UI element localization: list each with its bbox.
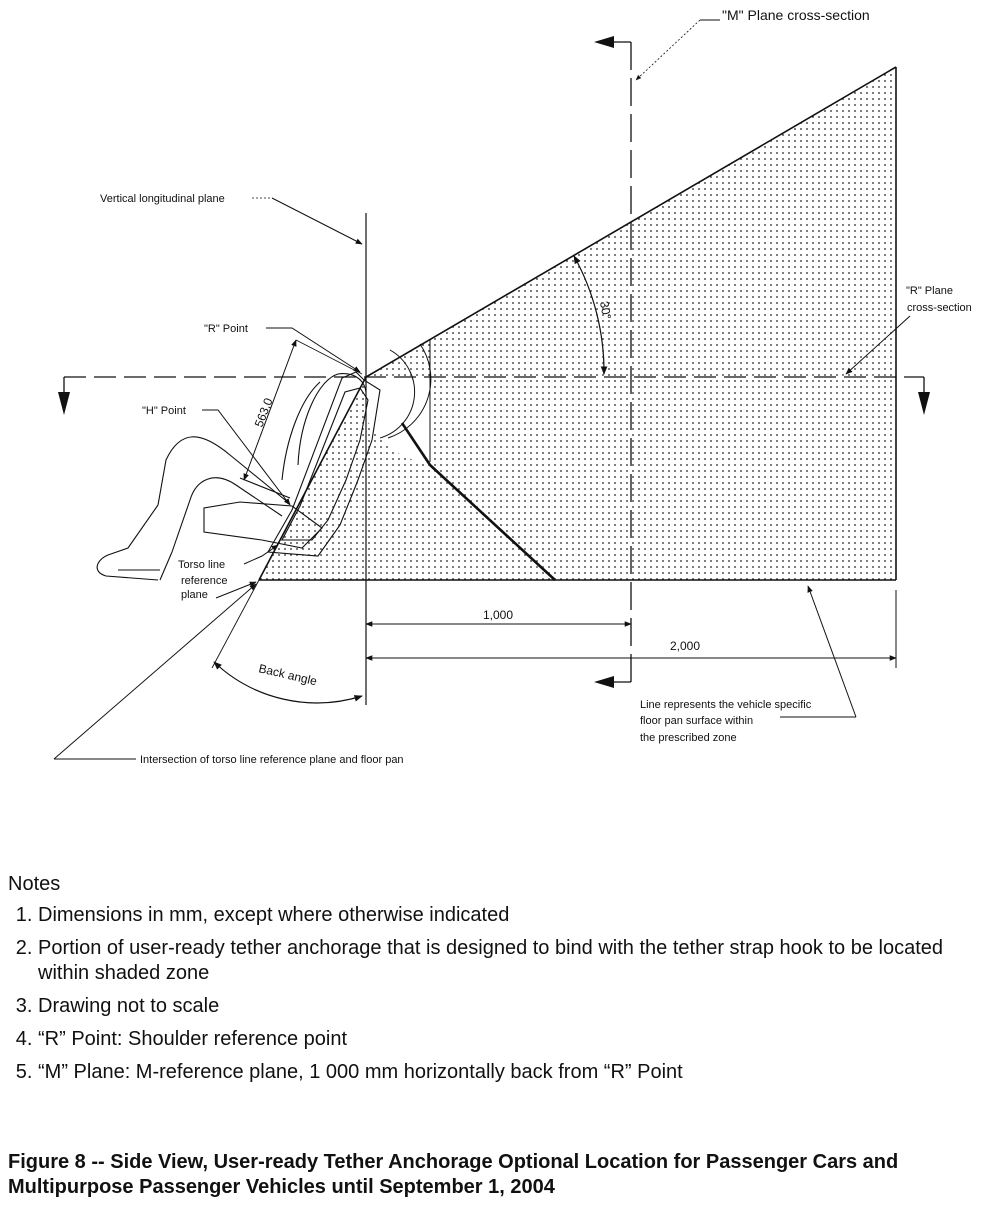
r-plane-dashed-line [58,376,930,415]
figure-caption: Figure 8 -- Side View, User-ready Tether… [8,1151,899,1199]
notes-section: Notes Dimensions in mm, except where oth… [8,872,983,1093]
torso-label-line3: plane [181,589,208,601]
note-item: Dimensions in mm, except where otherwise… [38,903,983,928]
back-angle-arc [211,579,363,704]
m-plane-leader [635,19,720,81]
note-item: “M” Plane: M-reference plane, 1 000 mm h… [38,1060,983,1085]
note-item: Portion of user-ready tether anchorage t… [38,936,983,986]
note-item: “R” Point: Shoulder reference point [38,1027,983,1052]
dimension-563-label: 563,0 [252,396,276,429]
vertical-plane-leader [252,197,363,245]
back-angle-label: Back angle [257,661,318,688]
dimension-2000-label: 2,000 [670,639,700,653]
torso-label-line2: reference [181,575,227,587]
floor-pan-line [400,422,556,581]
m-plane-dashed-line [594,36,632,688]
notes-heading: Notes [8,873,61,895]
floor-label-line1: Line represents the vehicle specific [640,699,812,711]
dimension-2000 [365,590,897,668]
h-point-leader [202,409,291,506]
floor-label-leader [780,585,857,718]
note-item: Drawing not to scale [38,994,983,1019]
r-plane-leader [845,315,911,375]
notes-list: Dimensions in mm, except where otherwise… [8,903,983,1085]
intersection-leader [53,583,257,760]
angle-30-label: 30° [597,300,614,320]
r-point-label: "R" Point [204,323,248,335]
torso-line-leader [243,544,279,565]
h-point-label: "H" Point [142,405,186,417]
m-plane-label: "M" Plane cross-section [722,7,870,23]
torso-label-line1: Torso line [178,559,225,571]
tether-anchorage-diagram: "R" Point 563,0 "H" Point Torso line ref… [53,7,972,766]
r-plane-label-line2: cross-section [907,302,972,314]
dimension-1000-label: 1,000 [483,608,513,622]
angle-30 [573,255,608,375]
r-plane-label-line1: "R" Plane [906,285,953,297]
dimension-563 [243,339,363,481]
intersection-label: Intersection of torso line reference pla… [140,754,404,766]
floor-label-line2: floor pan surface within [640,715,753,727]
vertical-plane-label: Vertical longitudinal plane [100,193,225,205]
floor-label-line3: the prescribed zone [640,732,737,744]
torso-label-leader2 [215,581,257,599]
r-point-leader [266,327,361,373]
shaded-zone [259,67,896,580]
